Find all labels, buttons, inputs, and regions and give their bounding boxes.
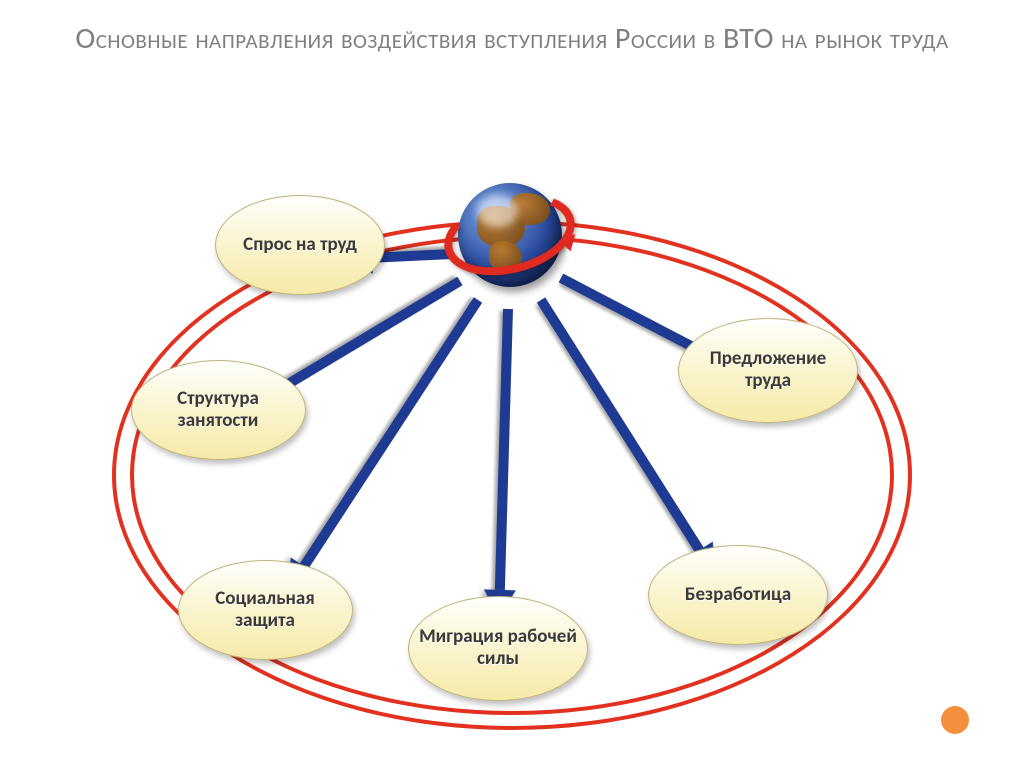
node-label: Предложение труда — [687, 348, 849, 392]
node-supply: Предложение труда — [678, 318, 858, 423]
globe-icon — [458, 183, 562, 287]
node-label: Социальная защита — [187, 588, 344, 632]
node-label: Спрос на труд — [243, 234, 357, 256]
diagram-stage: Спрос на труд Предложение труда Структура … — [0, 0, 1024, 768]
accent-dot — [941, 706, 969, 734]
node-migration: Миграция рабочей силы — [408, 596, 588, 701]
node-demand: Спрос на труд — [215, 195, 385, 295]
node-structure: Структура занятости — [131, 360, 306, 460]
node-label: Структура занятости — [140, 388, 297, 432]
node-label: Миграция рабочей силы — [417, 626, 579, 670]
node-label: Безработица — [685, 584, 791, 606]
node-unemployment: Безработица — [648, 545, 828, 645]
node-social: Социальная защита — [178, 560, 353, 660]
